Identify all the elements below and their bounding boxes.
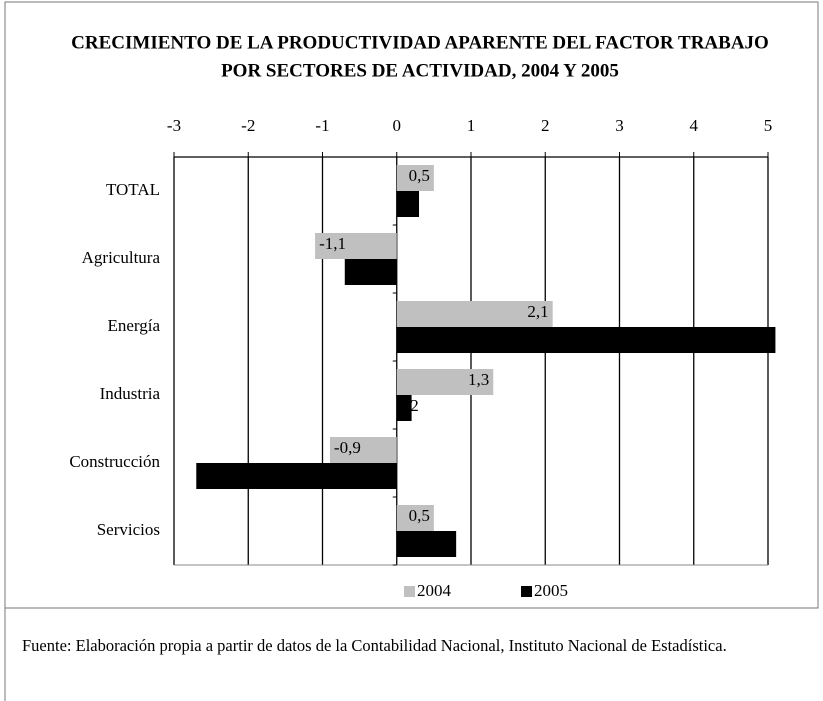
y-tick-label: Energía xyxy=(107,316,160,335)
bar xyxy=(396,505,434,531)
bar xyxy=(344,259,397,285)
bar xyxy=(396,191,420,217)
value-label: 2,1 xyxy=(527,302,548,321)
value-label: 0,5 xyxy=(409,166,430,185)
legend-label: 2004 xyxy=(417,581,452,600)
y-tick-label: Agricultura xyxy=(82,248,161,267)
y-tick-label: Construcción xyxy=(69,452,160,471)
value-label: 0,5 xyxy=(409,506,430,525)
bar xyxy=(396,165,434,191)
frame xyxy=(4,1,819,609)
x-tick-label: 1 xyxy=(467,116,476,135)
chart-title: POR SECTORES DE ACTIVIDAD, 2004 Y 2005 xyxy=(221,60,619,81)
x-tick-label: 5 xyxy=(764,116,773,135)
bar xyxy=(396,327,776,353)
value-label: 5,1 xyxy=(750,328,771,347)
value-label: -0,7 xyxy=(349,260,376,279)
x-tick-label: -2 xyxy=(241,116,255,135)
value-label: 0,8 xyxy=(431,532,452,551)
legend-swatch xyxy=(521,586,532,597)
value-label: 1,3 xyxy=(468,370,489,389)
y-tick-label: Servicios xyxy=(97,520,160,539)
bar xyxy=(329,437,397,463)
legend-label: 2005 xyxy=(534,581,568,600)
bar xyxy=(396,531,457,557)
legend-swatch xyxy=(404,586,415,597)
bar xyxy=(315,233,397,259)
bar xyxy=(396,369,494,395)
x-tick-label: -3 xyxy=(167,116,181,135)
value-label: -0,9 xyxy=(334,438,361,457)
y-tick-label: Industria xyxy=(100,384,161,403)
bar xyxy=(396,395,412,421)
y-tick-label: TOTAL xyxy=(106,180,160,199)
value-label: 0,2 xyxy=(398,396,419,415)
bar xyxy=(196,463,397,489)
chart-title: CRECIMIENTO DE LA PRODUCTIVIDAD APARENTE… xyxy=(71,32,769,53)
value-label: 0,3 xyxy=(398,192,419,211)
source-note: Fuente: Elaboración propia a partir de d… xyxy=(22,636,727,655)
value-label: -1,1 xyxy=(319,234,346,253)
x-tick-label: 3 xyxy=(615,116,624,135)
x-tick-label: 0 xyxy=(393,116,402,135)
x-tick-label: 2 xyxy=(541,116,550,135)
value-label: -2,7 xyxy=(200,464,227,483)
x-tick-label: 4 xyxy=(690,116,699,135)
x-tick-label: -1 xyxy=(315,116,329,135)
bar xyxy=(396,301,553,327)
